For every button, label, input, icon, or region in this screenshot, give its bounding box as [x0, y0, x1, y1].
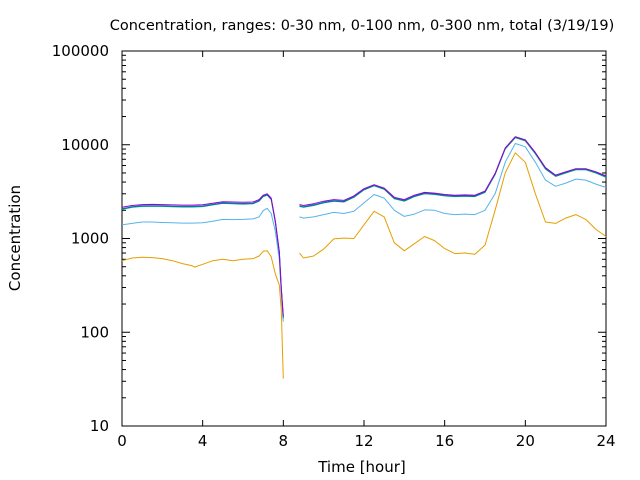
chart-title: Concentration, ranges: 0-30 nm, 0-100 nm… [110, 18, 615, 34]
plot-frame [121, 50, 607, 427]
x-tick-label: 16 [435, 432, 454, 450]
y-tick-label: 10 [90, 417, 109, 435]
series-line-4 [121, 136, 607, 318]
x-axis: 0 4 8 12 16 20 24 [117, 51, 616, 450]
series-group [121, 136, 607, 379]
x-tick-label: 8 [279, 432, 289, 450]
x-tick-label: 20 [516, 432, 535, 450]
series-line-2 [121, 143, 607, 322]
y-tick-label: 100000 [52, 42, 109, 60]
series-line-3 [121, 137, 607, 319]
y-tick-label: 10000 [61, 136, 109, 154]
x-tick-label: 12 [354, 432, 373, 450]
x-tick-label: 0 [117, 432, 127, 450]
y-axis-label: Concentration [6, 185, 24, 291]
y-tick-label: 1000 [71, 230, 109, 248]
y-tick-label: 100 [80, 323, 109, 341]
y-axis: 10 100 1000 10000 100000 [52, 42, 606, 435]
x-axis-label: Time [hour] [317, 458, 406, 476]
x-tick-label: 4 [198, 432, 208, 450]
series-line-5 [121, 136, 607, 317]
x-tick-label: 24 [596, 432, 615, 450]
series-line-1 [121, 152, 607, 379]
